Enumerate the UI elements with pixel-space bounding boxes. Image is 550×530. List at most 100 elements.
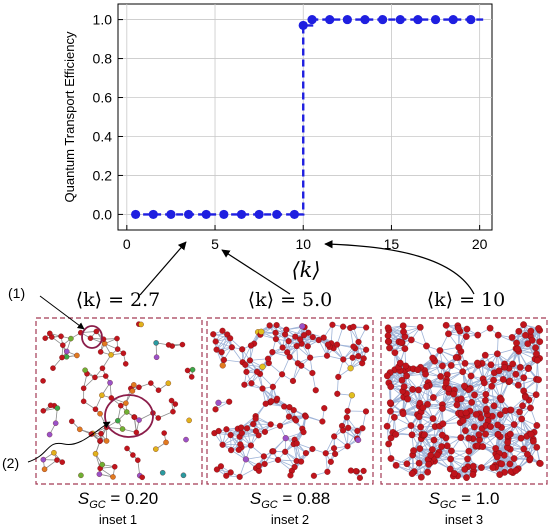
arrow-inset3 xyxy=(324,240,475,295)
network-node xyxy=(461,382,468,390)
network-node xyxy=(223,472,230,479)
network-edge xyxy=(277,459,297,462)
network-node xyxy=(130,452,136,458)
data-point xyxy=(166,209,176,220)
network-node xyxy=(228,344,235,351)
network-node xyxy=(524,365,532,372)
network-edge xyxy=(242,345,252,363)
network-node xyxy=(386,399,394,407)
network-node xyxy=(120,350,127,357)
network-node xyxy=(80,398,87,405)
network-edge xyxy=(296,443,302,462)
network-node xyxy=(409,386,416,393)
network-node xyxy=(481,351,489,359)
network-node xyxy=(536,338,544,345)
network-node xyxy=(515,328,523,335)
network-node xyxy=(415,386,422,394)
annotation-1-arrow xyxy=(39,295,85,330)
network-node xyxy=(131,382,137,388)
data-point xyxy=(395,14,405,25)
network-node xyxy=(255,462,262,469)
network-node xyxy=(261,460,268,468)
network-node xyxy=(447,455,454,463)
network-node xyxy=(384,338,392,345)
network-node xyxy=(279,371,286,378)
network-node xyxy=(355,353,362,360)
network-node xyxy=(40,456,47,463)
network-node xyxy=(407,336,415,344)
network-node xyxy=(92,450,99,457)
network-node xyxy=(78,472,84,479)
network-edge xyxy=(300,338,319,341)
network-node xyxy=(513,339,520,347)
network-node xyxy=(54,457,60,463)
network-node xyxy=(227,335,234,342)
network-node xyxy=(430,394,437,401)
network-node xyxy=(494,331,502,339)
network-node xyxy=(528,336,536,344)
network-node xyxy=(355,436,362,444)
network-node xyxy=(400,328,407,336)
network-edge xyxy=(231,347,243,363)
network-node xyxy=(383,372,391,380)
network-node xyxy=(512,370,520,378)
network-node xyxy=(155,387,162,393)
network-node xyxy=(97,437,103,444)
data-point xyxy=(183,209,194,220)
efficiency-chart: 0 5 10 15 20 0.0 0.2 0.4 0.6 0.8 1.0 Quantum Trans… xyxy=(62,3,493,282)
network-node xyxy=(129,388,136,394)
inset3-k-label: ⟨k⟩ = 10 xyxy=(427,289,506,311)
network-node xyxy=(400,383,408,391)
annotation-2-label: (2) xyxy=(2,455,19,471)
network-node xyxy=(300,429,307,436)
network-node xyxy=(41,466,48,473)
network-node xyxy=(243,368,250,375)
network-node xyxy=(533,443,541,451)
network-node xyxy=(324,341,332,348)
network-node xyxy=(102,373,109,379)
network-node xyxy=(483,405,490,413)
network-node xyxy=(474,331,482,339)
inset2-k-label: ⟨k⟩ = 5.0 xyxy=(248,289,333,311)
network-node xyxy=(324,468,331,475)
network-node xyxy=(260,453,267,460)
network-node xyxy=(293,342,300,350)
network-node xyxy=(462,427,469,434)
network-node xyxy=(501,363,508,371)
inset1-k-label: ⟨k⟩ = 2.7 xyxy=(76,289,161,311)
network-node xyxy=(284,349,291,356)
network-node xyxy=(285,413,292,420)
network-node xyxy=(486,324,494,332)
network-node xyxy=(434,451,441,459)
network-node xyxy=(509,360,517,368)
network-node xyxy=(415,413,423,421)
data-point xyxy=(131,209,141,220)
network-node xyxy=(281,403,288,410)
network-node xyxy=(243,425,251,432)
network-node xyxy=(218,349,225,356)
network-node xyxy=(292,417,300,424)
network-node xyxy=(477,414,485,422)
network-node xyxy=(322,450,329,457)
network-node xyxy=(92,374,98,381)
network-node xyxy=(292,333,299,340)
network-node xyxy=(274,456,282,463)
network-node xyxy=(97,349,104,355)
inset1-network xyxy=(35,317,203,485)
network-node xyxy=(437,373,444,380)
svg-text:SGC = 1.0: SGC = 1.0 xyxy=(429,489,500,511)
network-node xyxy=(494,431,502,438)
network-node xyxy=(423,383,431,390)
data-point xyxy=(219,209,229,220)
network-node xyxy=(223,426,230,433)
network-node xyxy=(237,441,244,448)
data-point xyxy=(298,20,308,31)
network-node xyxy=(354,427,361,435)
x-axis-label: ⟨k⟩ xyxy=(291,258,320,282)
svg-text:SGC = 0.88: SGC = 0.88 xyxy=(250,489,330,511)
network-node xyxy=(487,423,494,430)
network-node xyxy=(469,462,477,470)
network-node xyxy=(452,354,460,361)
network-node xyxy=(96,471,103,477)
network-node xyxy=(392,431,400,438)
